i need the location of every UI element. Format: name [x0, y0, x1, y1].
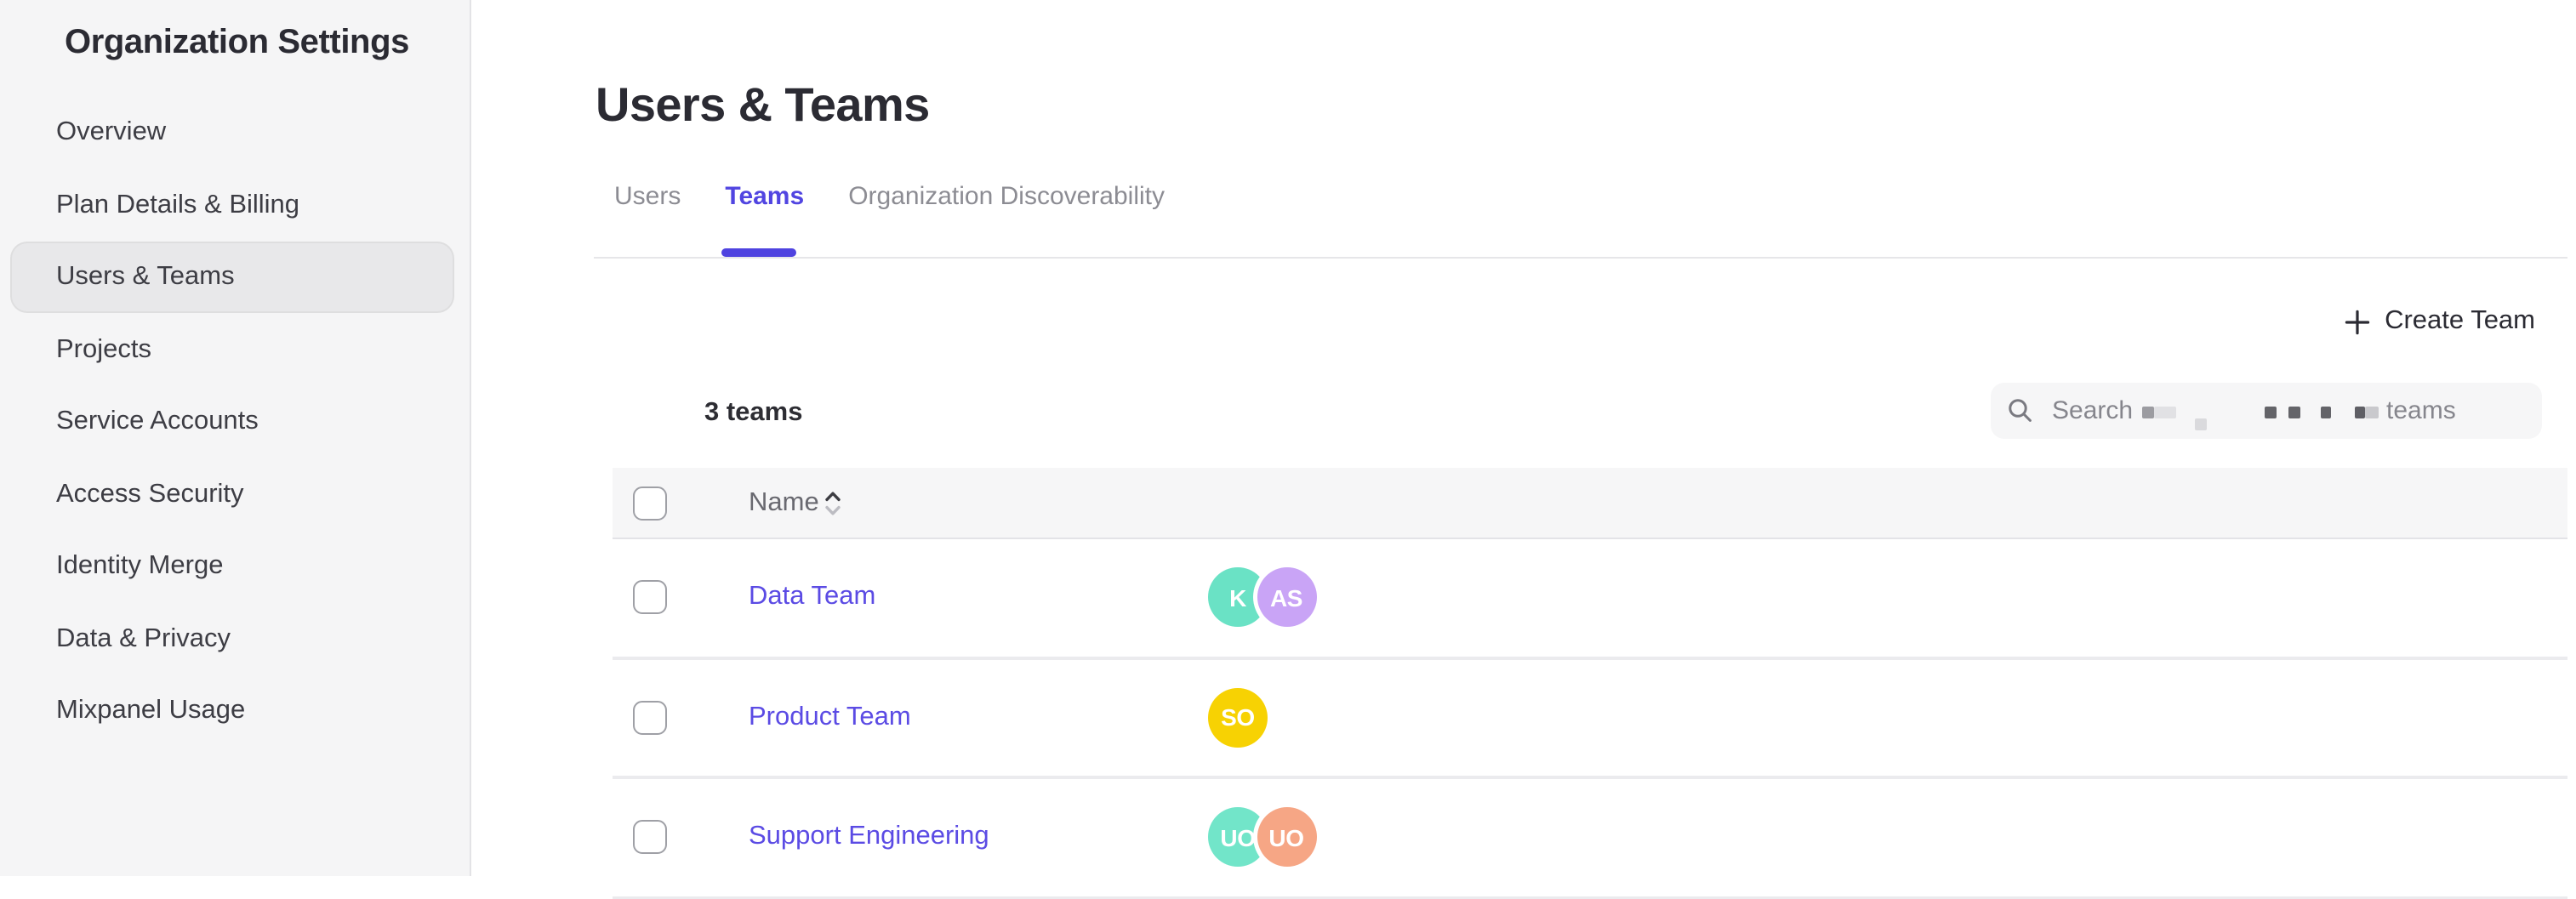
- redacted-block: [2153, 407, 2175, 418]
- sidebar-item-label: Service Accounts: [56, 407, 259, 435]
- page-title: Users & Teams: [596, 77, 930, 131]
- teams-table: Name Data Team K AS Product Team SO: [613, 468, 2567, 899]
- sidebar-item-data-privacy[interactable]: Data & Privacy: [10, 603, 454, 675]
- row-checkbox[interactable]: [633, 700, 667, 735]
- sidebar-item-access-security[interactable]: Access Security: [10, 458, 454, 531]
- redacted-block: [2195, 418, 2206, 430]
- sidebar-item-label: Access Security: [56, 479, 244, 508]
- table-body: Data Team K AS Product Team SO Support E…: [613, 539, 2567, 899]
- active-tab-underline: [721, 248, 795, 256]
- member-avatars: UO UO: [1208, 807, 1316, 868]
- row-checkbox[interactable]: [633, 580, 667, 615]
- sidebar-item-label: Overview: [56, 117, 167, 146]
- sidebar-item-overview[interactable]: Overview: [10, 97, 454, 169]
- create-team-button[interactable]: Create Team: [2344, 306, 2535, 337]
- table-row-data-team: Data Team K AS: [613, 539, 2567, 659]
- row-checkbox[interactable]: [633, 820, 667, 855]
- search-icon: [2008, 398, 2033, 424]
- team-name-link[interactable]: Product Team: [749, 702, 911, 731]
- sidebar-item-mixpanel-usage[interactable]: Mixpanel Usage: [10, 675, 454, 748]
- redacted-block: [2365, 407, 2379, 418]
- sidebar-item-label: Projects: [56, 334, 151, 363]
- search-placeholder-prefix: Search: [2052, 396, 2134, 425]
- team-search-input[interactable]: Search teams: [1991, 383, 2542, 439]
- sidebar-item-service-accounts[interactable]: Service Accounts: [10, 386, 454, 458]
- tab-organization-discoverability[interactable]: Organization Discoverability: [848, 182, 1165, 211]
- teams-count: 3 teams: [704, 398, 803, 427]
- create-team-label: Create Team: [2385, 306, 2535, 335]
- team-name-link[interactable]: Data Team: [749, 582, 876, 612]
- redacted-block: [2320, 407, 2331, 418]
- plus-icon: [2344, 309, 2369, 334]
- tab-bar-divider: [594, 256, 2567, 259]
- name-column-header[interactable]: Name: [749, 487, 819, 516]
- avatar-uo[interactable]: UO: [1257, 807, 1316, 868]
- sidebar-item-label: Users & Teams: [56, 262, 235, 291]
- main-content: Users & Teams Users Teams Organization D…: [471, 0, 2576, 899]
- sidebar-item-label: Identity Merge: [56, 551, 224, 580]
- avatar-as[interactable]: AS: [1257, 567, 1316, 628]
- team-name-link[interactable]: Support Engineering: [749, 822, 989, 851]
- search-placeholder-suffix: teams: [2386, 396, 2456, 425]
- sidebar-item-identity-merge[interactable]: Identity Merge: [10, 531, 454, 603]
- tab-teams[interactable]: Teams: [725, 182, 805, 211]
- table-row-support-engineering: Support Engineering UO UO: [613, 779, 2567, 899]
- sidebar-title: Organization Settings: [65, 24, 409, 61]
- redacted-block: [2354, 407, 2365, 418]
- member-avatars: SO: [1208, 687, 1268, 748]
- sort-asc-icon[interactable]: [824, 488, 842, 517]
- select-all-checkbox[interactable]: [633, 486, 667, 520]
- redacted-block: [2141, 407, 2153, 418]
- sidebar-item-plan-details-billing[interactable]: Plan Details & Billing: [10, 169, 454, 242]
- redacted-block: [2288, 407, 2300, 418]
- tab-bar: Users Teams Organization Discoverability: [614, 182, 1165, 213]
- sidebar-item-users-teams[interactable]: Users & Teams: [10, 241, 454, 314]
- table-row-product-team: Product Team SO: [613, 659, 2567, 779]
- avatar-so[interactable]: SO: [1208, 687, 1268, 748]
- sidebar-item-projects[interactable]: Projects: [10, 314, 454, 386]
- sidebar-item-label: Data & Privacy: [56, 623, 231, 652]
- table-header-row: Name: [613, 468, 2567, 539]
- tab-users[interactable]: Users: [614, 182, 681, 211]
- member-avatars: K AS: [1208, 567, 1316, 628]
- sidebar-item-label: Mixpanel Usage: [56, 696, 246, 725]
- sidebar-item-label: Plan Details & Billing: [56, 190, 300, 219]
- sidebar-nav: Overview Plan Details & Billing Users & …: [0, 97, 470, 748]
- sidebar: Organization Settings Overview Plan Deta…: [0, 0, 471, 876]
- redacted-block: [2265, 407, 2276, 418]
